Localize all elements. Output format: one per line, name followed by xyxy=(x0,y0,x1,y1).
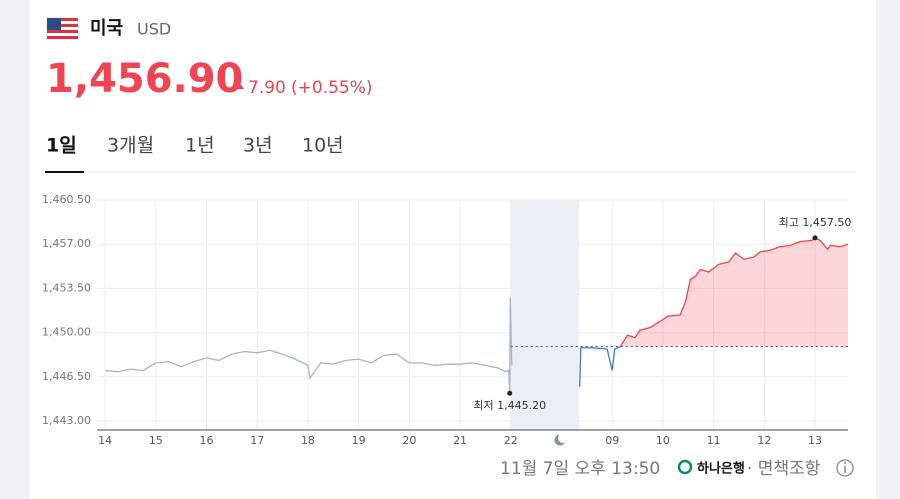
change: 7.90 xyxy=(248,78,286,98)
card xyxy=(30,0,876,499)
x-tick-label: 19 xyxy=(352,434,366,447)
x-tick-label: 13 xyxy=(808,434,822,447)
y-tick-label: 1,457.00 xyxy=(42,237,91,250)
x-tick-label: 17 xyxy=(250,434,264,447)
disclaimer[interactable]: · 면책조항 xyxy=(747,459,821,479)
price: 1,456.90 xyxy=(46,56,243,102)
tab[interactable]: 1년 xyxy=(185,135,215,157)
bank: 하나은행 xyxy=(697,461,745,477)
x-tick-label: 22 xyxy=(504,434,518,447)
annotation: 최고 1,457.50 xyxy=(779,216,852,229)
tab[interactable]: 10년 xyxy=(302,135,344,157)
annotation-dot xyxy=(812,235,818,241)
x-tick-label: 12 xyxy=(757,434,771,447)
x-tick-label: 11 xyxy=(707,434,721,447)
x-tick-label: 10 xyxy=(656,434,670,447)
y-tick-label: 1,450.00 xyxy=(42,326,91,339)
y-tick-label: 1,453.50 xyxy=(42,281,91,294)
line xyxy=(579,345,621,387)
tab[interactable]: 1일 xyxy=(46,135,77,157)
line xyxy=(105,297,513,394)
change-pct: (+0.55%) xyxy=(291,78,373,98)
x-tick-label: 14 xyxy=(98,434,112,447)
annotation: 최저 1,445.20 xyxy=(473,399,546,412)
annotation-dot xyxy=(507,390,513,396)
x-tick-label: 16 xyxy=(200,434,214,447)
info-icon[interactable] xyxy=(836,459,854,477)
tab[interactable]: 3년 xyxy=(243,135,273,157)
bank-logo[interactable] xyxy=(677,459,693,475)
night-band xyxy=(510,200,580,430)
flag xyxy=(46,17,79,40)
timestamp: 11월 7일 오후 13:50 xyxy=(500,459,660,479)
x-tick-label: 15 xyxy=(149,434,163,447)
up-arrow xyxy=(234,82,244,89)
currency: USD xyxy=(137,20,171,39)
x-tick-label: 20 xyxy=(402,434,416,447)
area xyxy=(620,237,848,347)
tab[interactable]: 3개월 xyxy=(107,135,154,157)
x-tick-label: 18 xyxy=(301,434,315,447)
country: 미국 xyxy=(90,18,123,39)
x-tick-label: 21 xyxy=(453,434,467,447)
y-tick-label: 1,460.50 xyxy=(42,193,91,206)
y-tick-label: 1,443.00 xyxy=(42,414,91,427)
y-tick-label: 1,446.50 xyxy=(42,370,91,383)
moon-icon xyxy=(554,433,568,446)
x-tick-label: 09 xyxy=(605,434,619,447)
